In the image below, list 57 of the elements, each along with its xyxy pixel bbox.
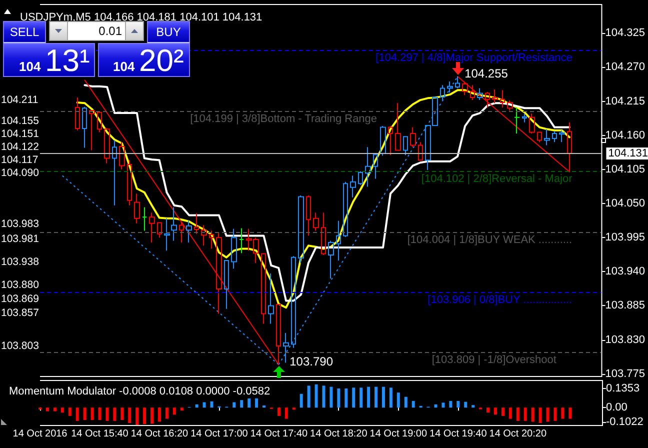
ref-line-label: [103.906 | 0/8]BUY ................	[428, 294, 572, 306]
y-tick-label: 104.325	[605, 27, 646, 40]
y-tick-label: 104.160	[605, 129, 646, 142]
x-tick-label: 14 Oct 19:40	[430, 428, 488, 440]
y-tick-label: 104.270	[605, 61, 646, 74]
y-tick-label: -0.1022	[606, 416, 644, 428]
text: 103.983	[1, 218, 40, 230]
y-tick-label: 103.775	[605, 368, 646, 380]
text: 103.981	[1, 233, 40, 245]
y-tick-label: 103.830	[605, 334, 646, 346]
ref-line-label: [104.004 | 1/8]BUY WEAK ...........	[407, 234, 572, 246]
text: 104.117	[1, 154, 38, 166]
y-tick-label: 103.885	[605, 300, 646, 312]
text: 103.880	[1, 279, 40, 291]
y-tick-label: 103.995	[605, 232, 646, 244]
sell-button: SELL	[3, 21, 46, 43]
x-tick-label: 14 Oct 2016	[12, 428, 68, 440]
y-tick-label: 103.940	[605, 266, 646, 278]
y-tick-label: 0.00	[606, 402, 628, 414]
x-tick-label: 14 Oct 16:20	[130, 428, 189, 440]
y-tick-label: 104.105	[605, 163, 646, 176]
text: 103.869	[1, 293, 40, 305]
text: Momentum Modulator -0.0008 0.0108 0.0000 -0.0582	[9, 386, 270, 398]
x-tick-label: 14 Oct 20:20	[489, 428, 547, 440]
ref-line-label: [104.199 | 3/8]Bottom - Trading Range	[190, 113, 378, 125]
x-tick-label: 14 Oct 17:40	[250, 428, 308, 440]
x-tick-label: 14 Oct 17:00	[190, 428, 248, 440]
x-tick-label: 14 Oct 18:20	[310, 428, 368, 440]
y-tick-label: 0.1353	[606, 382, 640, 394]
price-box: 104 13¹	[3, 43, 95, 77]
annotation: 104	[113, 59, 135, 74]
y-tick-label: 104.050	[605, 198, 646, 210]
text: 104.155	[1, 115, 40, 127]
text: 103.938	[1, 256, 40, 268]
text: 104.122	[1, 141, 40, 153]
ref-line-label: 104.131	[608, 148, 648, 160]
x-tick-label: 14 Oct 19:00	[370, 428, 428, 440]
annotation: 103.790	[290, 354, 334, 369]
text: 104.151	[1, 128, 40, 140]
price-box: 104 20²	[98, 43, 190, 77]
x-tick-label: 14 Oct 15:40	[71, 428, 129, 440]
text: 103.803	[1, 340, 40, 352]
ref-line-label: [103.809 | -1/8]Overshoot	[432, 354, 556, 366]
y-tick-label: 104.215	[605, 95, 646, 108]
annotation: 104.255	[464, 66, 508, 80]
text: 104.211	[1, 94, 38, 106]
annotation: 20²	[139, 43, 184, 78]
text: USDJPYm,M5 104.166 104.181 104.101 104.131	[20, 12, 262, 24]
annotation: 0.01	[98, 23, 123, 40]
ref-line-label: [104.297 | 4/8]Major Support/Resistance	[376, 52, 572, 64]
spin-box: 0.01	[49, 21, 144, 41]
annotation: 104	[19, 59, 41, 74]
text: 104.090	[1, 167, 40, 179]
text: 103.857	[1, 307, 40, 319]
annotation: 13¹	[45, 43, 90, 78]
ref-line-label: [104.102 | 2/8]Reversal - Major	[421, 173, 573, 185]
buy-button: BUY	[147, 21, 190, 43]
